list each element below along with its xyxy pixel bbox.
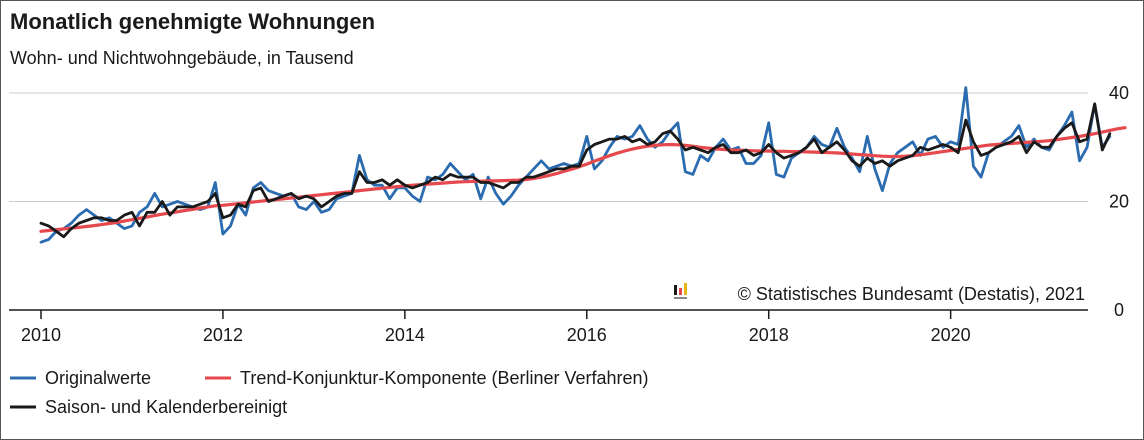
x-tick-label: 2010 <box>21 325 61 345</box>
chart-subtitle: Wohn- und Nichtwohngebäude, in Tausend <box>10 48 354 68</box>
x-tick-label: 2016 <box>567 325 607 345</box>
x-tick-label: 2014 <box>385 325 425 345</box>
y-tick-label: 0 <box>1114 300 1124 320</box>
y-axis-ticks: 0 20 40 <box>1109 83 1129 320</box>
legend: Originalwerte Trend-Konjunktur-Komponente… <box>10 368 649 417</box>
y-tick-label: 40 <box>1109 83 1129 103</box>
x-tick-label: 2018 <box>749 325 789 345</box>
x-tick-label: 2012 <box>203 325 243 345</box>
series-line-trendkonjunkturkomponente <box>39 126 1127 233</box>
source-credit: © Statistisches Bundesamt (Destatis), 20… <box>674 283 1085 304</box>
x-tick-label: 2020 <box>931 325 971 345</box>
legend-label: Trend-Konjunktur-Komponente (Berliner Ve… <box>240 368 649 388</box>
chart-title: Monatlich genehmigte Wohnungen <box>10 9 375 34</box>
series-lines <box>39 86 1127 244</box>
x-axis-ticks: 2010 2012 2014 2016 2018 2020 <box>21 310 971 345</box>
legend-label: Saison- und Kalenderbereinigt <box>45 397 287 417</box>
destatis-logo-icon <box>674 283 687 299</box>
y-tick-label: 20 <box>1109 192 1129 212</box>
gridlines <box>9 92 1088 202</box>
series-line-saison <box>39 102 1112 239</box>
legend-label: Originalwerte <box>45 368 151 388</box>
source-text: © Statistisches Bundesamt (Destatis), 20… <box>738 284 1085 304</box>
